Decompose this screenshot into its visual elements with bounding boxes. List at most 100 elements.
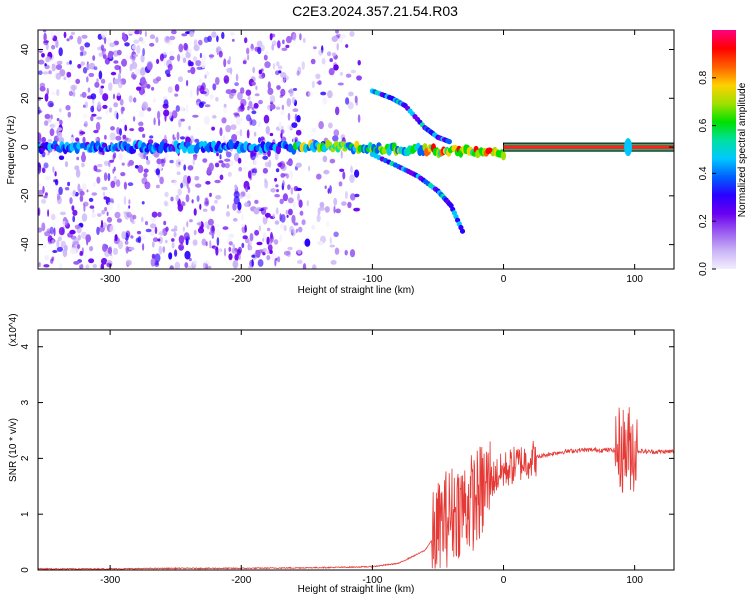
noise-speck bbox=[44, 255, 49, 261]
noise-speck bbox=[292, 88, 298, 91]
noise-speck bbox=[102, 243, 108, 252]
noise-speck bbox=[38, 70, 43, 75]
noise-speck bbox=[152, 98, 156, 103]
noise-speck bbox=[223, 106, 228, 114]
noise-speck bbox=[335, 30, 339, 34]
noise-speck bbox=[132, 214, 137, 220]
noise-speck bbox=[275, 184, 279, 188]
noise-speck bbox=[214, 179, 221, 184]
noise-speck bbox=[292, 33, 297, 42]
noise-speck bbox=[44, 114, 51, 119]
noise-speck bbox=[81, 34, 88, 39]
noise-speck bbox=[171, 242, 175, 249]
noise-speck bbox=[271, 43, 275, 51]
snr-x-label: Height of straight line (km) bbox=[298, 584, 415, 595]
noise-speck bbox=[285, 209, 288, 215]
noise-speck bbox=[228, 56, 232, 62]
x-tick-label: -100 bbox=[362, 575, 382, 586]
noise-speck bbox=[306, 200, 309, 207]
noise-speck bbox=[269, 95, 276, 104]
noise-speck bbox=[354, 193, 360, 198]
noise-speck bbox=[223, 247, 227, 257]
noise-speck bbox=[120, 118, 126, 124]
snr-x-ticks: -300 -200 -100 0 100 bbox=[100, 330, 643, 586]
noise-speck bbox=[128, 246, 135, 251]
noise-speck bbox=[215, 229, 221, 238]
noise-speck bbox=[117, 73, 121, 82]
noise-speck bbox=[122, 134, 127, 139]
noise-speck bbox=[195, 60, 202, 67]
noise-speck bbox=[287, 246, 293, 251]
noise-speck bbox=[234, 82, 239, 87]
noise-speck bbox=[138, 37, 144, 42]
noise-speck bbox=[100, 30, 108, 38]
noise-speck bbox=[118, 152, 123, 161]
noise-speck bbox=[59, 119, 63, 126]
noise-speck bbox=[126, 211, 132, 218]
noise-speck bbox=[96, 176, 101, 184]
noise-speck bbox=[162, 246, 166, 253]
noise-speck bbox=[119, 98, 124, 106]
noise-speck bbox=[174, 261, 180, 269]
noise-speck bbox=[234, 260, 237, 269]
noise-speck bbox=[350, 193, 356, 201]
noise-speck bbox=[41, 222, 46, 232]
noise-speck bbox=[322, 155, 328, 163]
noise-speck bbox=[107, 201, 113, 211]
noise-speck bbox=[103, 48, 107, 52]
noise-speck bbox=[130, 235, 134, 239]
noise-speck bbox=[117, 240, 123, 250]
noise-speck bbox=[283, 225, 287, 232]
noise-speck bbox=[69, 35, 74, 40]
noise-speck bbox=[131, 73, 137, 79]
noise-speck bbox=[68, 90, 73, 97]
noise-speck bbox=[188, 48, 192, 54]
noise-speck bbox=[76, 244, 81, 249]
noise-speck bbox=[156, 58, 160, 64]
noise-speck bbox=[103, 172, 108, 182]
spectrogram-main-band bbox=[38, 139, 506, 161]
noise-speck bbox=[185, 51, 191, 59]
noise-speck bbox=[316, 81, 322, 85]
noise-speck bbox=[143, 168, 149, 173]
noise-speck bbox=[218, 50, 223, 58]
noise-speck bbox=[321, 58, 326, 65]
noise-speck bbox=[323, 169, 330, 175]
noise-speck bbox=[86, 76, 89, 83]
noise-speck bbox=[262, 238, 265, 242]
noise-speck bbox=[79, 195, 84, 202]
noise-speck bbox=[280, 214, 286, 223]
noise-speck bbox=[354, 169, 360, 178]
noise-speck bbox=[81, 162, 85, 168]
noise-speck bbox=[117, 80, 123, 89]
noise-speck bbox=[51, 256, 55, 262]
noise-speck bbox=[42, 30, 47, 33]
noise-speck bbox=[244, 202, 249, 208]
noise-speck bbox=[200, 60, 206, 69]
noise-speck bbox=[44, 192, 48, 197]
noise-speck bbox=[126, 207, 130, 214]
noise-speck bbox=[172, 134, 175, 140]
noise-speck bbox=[185, 194, 190, 203]
y-tick-label: -40 bbox=[20, 237, 31, 252]
noise-speck bbox=[291, 96, 296, 104]
x-tick-label: 100 bbox=[626, 575, 643, 586]
noise-speck bbox=[43, 195, 48, 199]
noise-speck bbox=[38, 262, 41, 268]
noise-speck bbox=[279, 161, 286, 169]
noise-speck bbox=[115, 135, 122, 141]
noise-speck bbox=[79, 131, 86, 135]
colorbar-tick-label: 0.6 bbox=[698, 118, 709, 132]
noise-speck bbox=[244, 37, 248, 44]
noise-speck bbox=[191, 199, 194, 204]
noise-speck bbox=[101, 186, 108, 191]
noise-speck bbox=[199, 203, 202, 210]
noise-speck bbox=[279, 234, 283, 243]
noise-speck bbox=[339, 168, 345, 172]
noise-speck bbox=[115, 179, 121, 188]
noise-speck bbox=[293, 222, 299, 226]
snr-y-label: SNR (10 * v/v) bbox=[8, 418, 19, 482]
noise-speck bbox=[335, 106, 340, 116]
noise-speck bbox=[177, 54, 181, 62]
noise-speck bbox=[317, 240, 324, 246]
